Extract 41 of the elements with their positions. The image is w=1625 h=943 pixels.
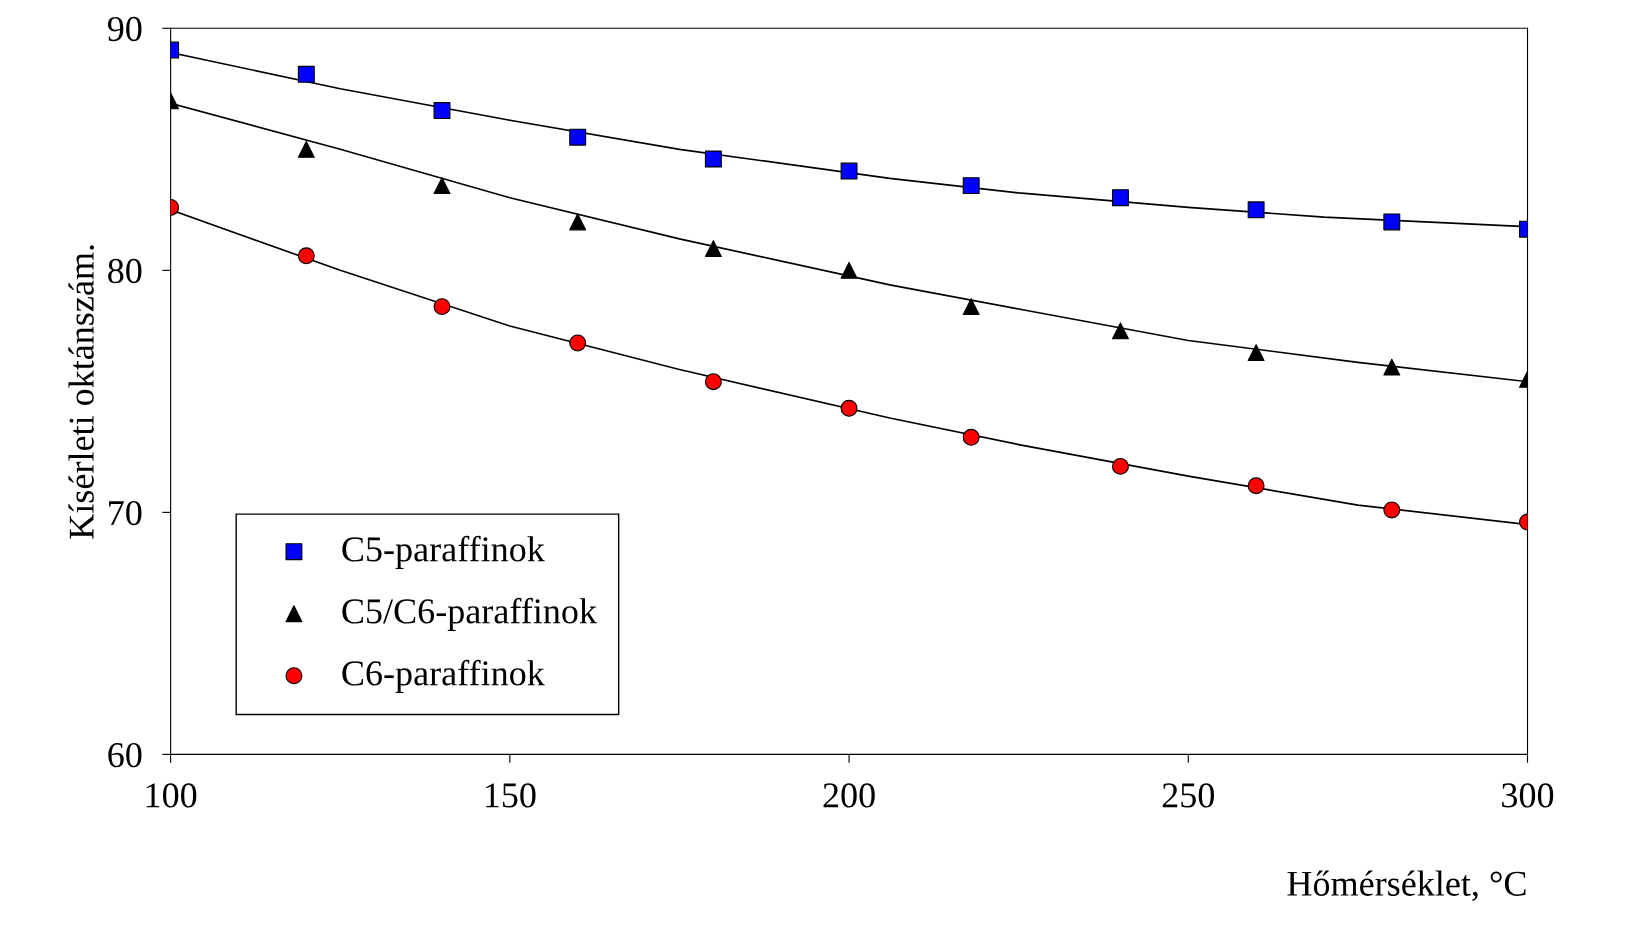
point	[569, 128, 587, 146]
point	[840, 399, 858, 417]
point	[297, 247, 315, 265]
point	[840, 261, 858, 279]
y-tick-label: 60	[108, 742, 142, 768]
point	[962, 298, 980, 316]
point	[1383, 213, 1401, 231]
point	[1111, 189, 1129, 207]
point	[1383, 358, 1401, 376]
y-tick-label: 70	[109, 500, 142, 526]
point	[1111, 457, 1129, 475]
x-tick-label: 100	[146, 783, 197, 808]
x-tick-label: 200	[823, 783, 875, 808]
point	[962, 177, 980, 195]
point	[569, 213, 587, 231]
point	[704, 240, 722, 258]
point	[704, 150, 722, 168]
legend-label: C6-paraffinok	[342, 659, 545, 693]
point	[1111, 322, 1129, 340]
point	[704, 373, 722, 391]
point	[1247, 201, 1265, 219]
point	[1247, 477, 1265, 495]
x-tick-label: 250	[1162, 783, 1214, 808]
point	[297, 140, 315, 158]
x-axis-title: Hőmérséklet, °C	[1287, 870, 1526, 902]
point	[1247, 344, 1265, 362]
point	[433, 177, 451, 195]
point	[433, 298, 451, 316]
point	[1383, 501, 1401, 519]
y-tick-label: 80	[108, 258, 142, 284]
y-tick-label: 90	[107, 16, 142, 42]
point	[433, 102, 451, 120]
y-axis-title: Kísérleti oktánszám.	[68, 245, 94, 539]
point	[297, 65, 315, 83]
x-tick-label: 150	[485, 783, 536, 808]
point	[962, 428, 980, 446]
point	[569, 334, 587, 352]
point	[840, 162, 858, 180]
x-tick-label: 300	[1502, 783, 1554, 808]
legend-label: C5/C6-paraffinok	[342, 597, 597, 631]
legend-label: C5-paraffinok	[342, 535, 545, 569]
